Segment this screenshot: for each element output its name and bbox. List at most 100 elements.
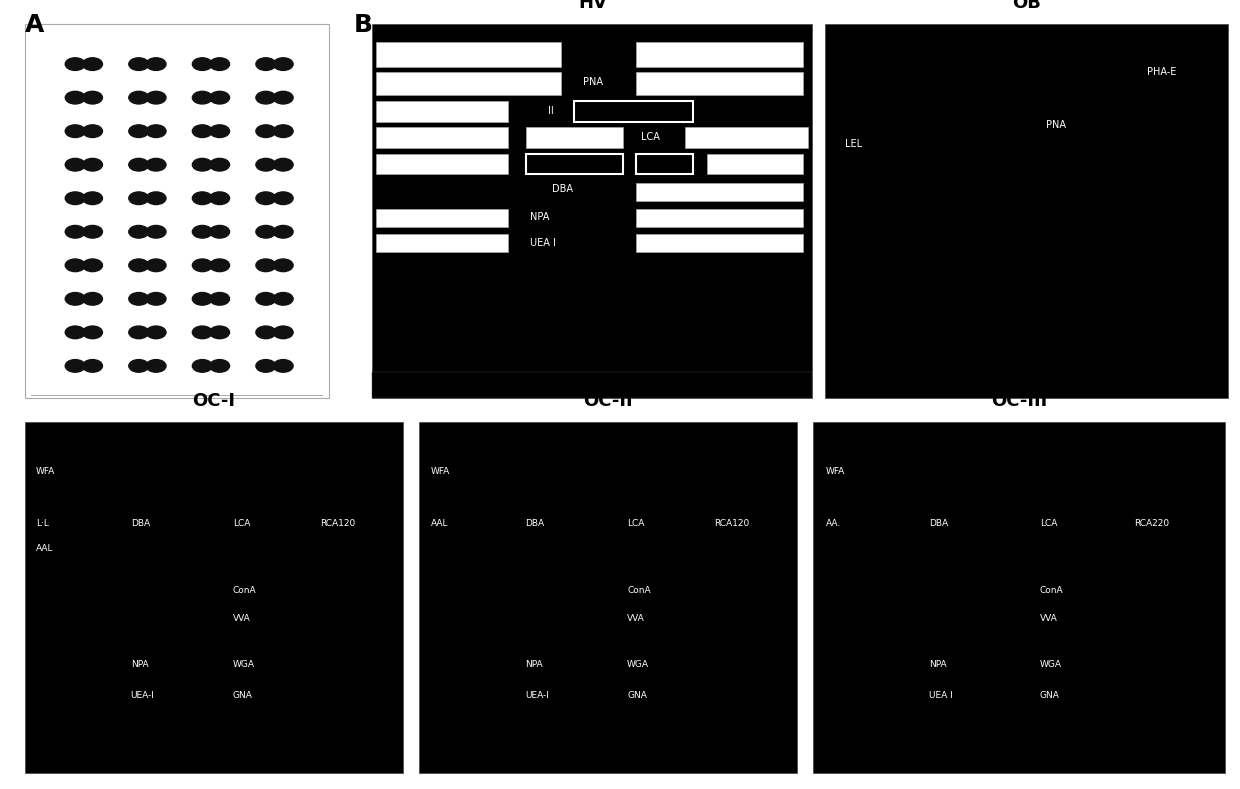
Text: GNA: GNA [627,691,647,701]
Text: RCA120: RCA120 [689,132,727,142]
Bar [636,154,693,174]
Text: LEL: LEL [844,139,862,148]
Text: VVA: VVA [627,614,645,623]
Bar [813,422,1225,773]
Circle shape [146,58,166,70]
Circle shape [255,58,275,70]
Circle shape [192,360,212,372]
Bar [377,101,508,122]
Circle shape [66,192,86,204]
Bar [377,128,508,148]
Text: PNA: PNA [583,77,604,87]
Circle shape [66,226,86,238]
Circle shape [66,293,86,305]
Circle shape [273,159,293,171]
Bar [526,128,622,148]
Circle shape [255,259,275,271]
Text: OB: OB [1012,0,1042,12]
Text: B: B [353,13,372,37]
Text: WGA: WGA [233,660,254,669]
Text: LCA: LCA [627,519,645,529]
Circle shape [66,360,86,372]
Text: WGA: WGA [627,660,649,669]
Circle shape [66,58,86,70]
Circle shape [273,192,293,204]
Text: NPA: NPA [929,660,946,669]
Bar [526,154,622,174]
Text: RCA120: RCA120 [320,519,355,529]
Circle shape [146,293,166,305]
Circle shape [83,159,103,171]
Circle shape [192,192,212,204]
Bar [377,234,508,252]
Bar [636,73,804,95]
Bar [419,422,797,773]
Text: DBA: DBA [130,519,150,529]
Circle shape [210,293,229,305]
Bar [25,422,403,773]
Circle shape [146,226,166,238]
Circle shape [273,360,293,372]
Circle shape [129,259,149,271]
Circle shape [66,259,86,271]
Text: LCA: LCA [641,132,660,142]
Circle shape [129,360,149,372]
Text: DBA: DBA [525,519,544,529]
Circle shape [129,326,149,338]
Bar [372,372,812,398]
Circle shape [192,159,212,171]
Circle shape [255,360,275,372]
Circle shape [146,159,166,171]
Circle shape [210,92,229,104]
Text: OC-II: OC-II [583,392,632,410]
Text: ConA: ConA [641,184,666,193]
Circle shape [192,259,212,271]
Circle shape [83,125,103,137]
Bar [25,24,329,398]
Text: ConA: ConA [1040,586,1064,595]
Circle shape [273,58,293,70]
Bar [636,234,804,252]
Circle shape [210,125,229,137]
Circle shape [146,360,166,372]
Circle shape [192,293,212,305]
Circle shape [273,125,293,137]
Bar [636,209,804,226]
Text: AAL: AAL [36,544,53,553]
Text: PHA-E: PHA-E [645,44,675,54]
Circle shape [192,326,212,338]
Text: HV: HV [578,0,608,12]
Circle shape [66,125,86,137]
Text: VVA: VVA [1040,614,1058,623]
Text: A: A [25,13,45,37]
Text: NPA: NPA [531,212,549,222]
Circle shape [273,259,293,271]
Circle shape [129,159,149,171]
Circle shape [146,326,166,338]
Bar [377,154,508,174]
Text: WGA: WGA [641,212,665,222]
Circle shape [83,226,103,238]
Text: UEA-I: UEA-I [130,691,155,701]
Text: ConA: ConA [627,586,651,595]
Text: UEA I: UEA I [929,691,952,701]
Text: GNA: GNA [233,691,253,701]
Text: PHA-E: PHA-E [1147,67,1177,77]
Circle shape [129,192,149,204]
Text: AAL: AAL [430,519,448,529]
Text: L·L: L·L [36,519,50,529]
Bar [377,43,562,67]
Text: LCA: LCA [1040,519,1058,529]
Text: LCA: LCA [233,519,250,529]
Circle shape [192,92,212,104]
Text: DBA: DBA [553,184,573,193]
Circle shape [129,125,149,137]
Text: AAL: AAL [389,158,409,168]
Circle shape [255,159,275,171]
Circle shape [210,226,229,238]
Circle shape [273,293,293,305]
Circle shape [210,58,229,70]
Circle shape [66,159,86,171]
Text: GNA: GNA [1040,691,1060,701]
Circle shape [129,226,149,238]
